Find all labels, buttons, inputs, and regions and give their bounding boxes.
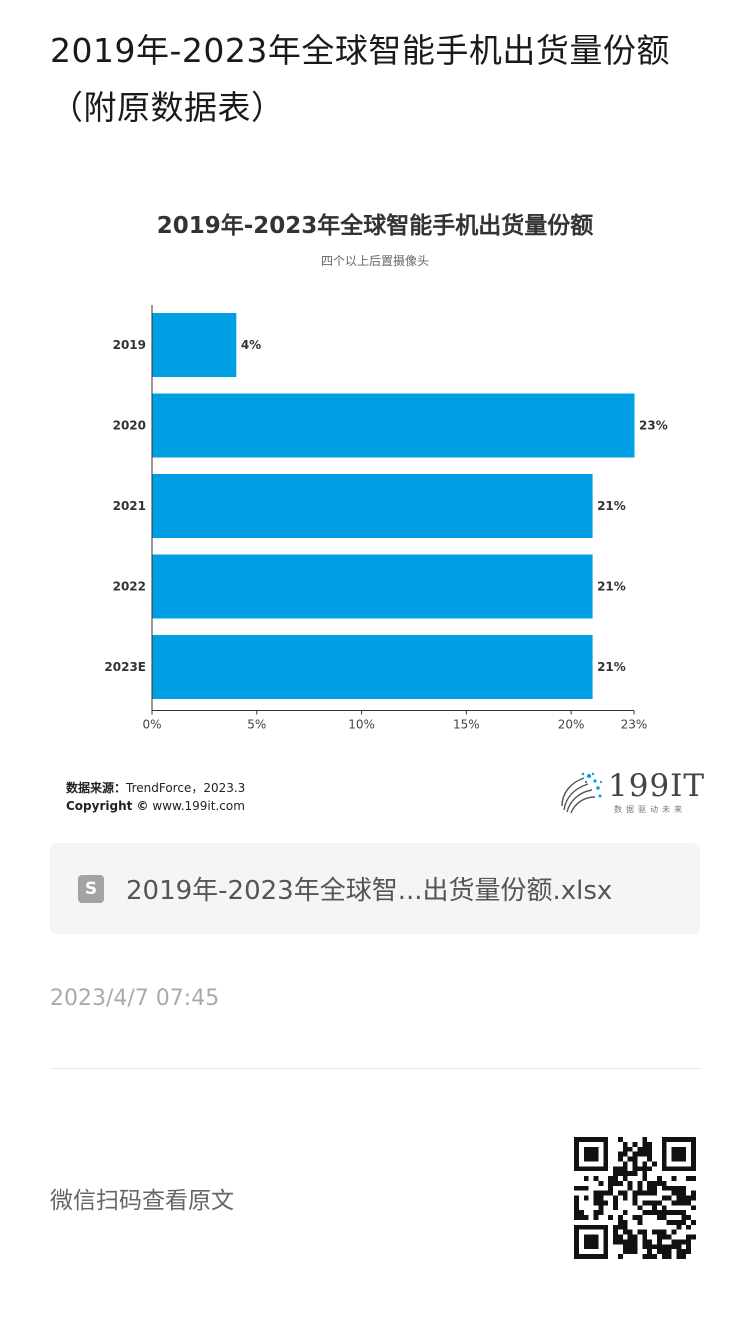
source-text: TrendForce，2023.3: [126, 781, 246, 795]
copyright-line: Copyright © www.199it.com: [66, 799, 245, 813]
copyright-label: Copyright ©: [66, 799, 149, 813]
bar-2021: [152, 474, 593, 538]
bar-2022: [152, 554, 593, 619]
logo-icon: [561, 772, 603, 814]
x-tick-label: 5%: [247, 718, 266, 732]
bar-2023E: [152, 635, 593, 699]
y-tick-label: 2021: [113, 499, 146, 513]
source-label: 数据来源：: [66, 781, 127, 795]
data-label: 21%: [597, 499, 626, 513]
y-tick-label: 2019: [113, 338, 146, 352]
bar-2019: [152, 313, 237, 377]
y-tick-label: 2023E: [104, 660, 146, 674]
spreadsheet-file-icon: S: [78, 875, 104, 903]
data-label: 23%: [639, 419, 668, 433]
page-title: 2019年-2023年全球智能手机出货量份额（附原数据表）: [50, 31, 670, 127]
logo-tagline: 数据驱动未来: [614, 805, 686, 814]
logo: 199IT 数据驱动未来: [558, 768, 704, 816]
post-timestamp: 2023/4/7 07:45: [50, 986, 220, 1011]
data-label: 4%: [241, 338, 261, 352]
x-tick-label: 20%: [558, 718, 585, 732]
source-line: 数据来源：TrendForce，2023.3: [66, 779, 245, 796]
copyright-text: www.199it.com: [152, 799, 245, 813]
divider: [50, 1068, 700, 1069]
data-label: 21%: [597, 580, 626, 594]
x-tick-label: 23%: [621, 718, 648, 732]
chart-image: 2019年-2023年全球智能手机出货量份额 四个以上后置摄像头 2019 4% 2…: [50, 190, 704, 830]
attachment-filename[interactable]: 2019年-2023年全球智...出货量份额.xlsx: [126, 876, 613, 906]
logo-text: 199IT: [608, 768, 706, 804]
read-original-label: 微信扫码查看原文: [50, 1188, 234, 1214]
attachment-card[interactable]: S 2019年-2023年全球智...出货量份额.xlsx: [50, 843, 700, 934]
x-tick-label: 0%: [142, 718, 161, 732]
y-tick-label: 2022: [113, 580, 146, 594]
x-tick-label: 10%: [348, 718, 375, 732]
y-tick-label: 2020: [113, 419, 146, 433]
qr-code[interactable]: [574, 1137, 696, 1259]
bar-2020: [152, 393, 635, 458]
bar-chart: 2019 4% 2020 23% 2021 21% 2022 21% 2023E 21% 0% 5% 1…: [104, 305, 668, 732]
chart-title: 2019年-2023年全球智能手机出货量份额: [156, 213, 594, 239]
x-tick-label: 15%: [453, 718, 480, 732]
chart-subtitle: 四个以上后置摄像头: [320, 254, 429, 268]
data-label: 21%: [597, 660, 626, 674]
